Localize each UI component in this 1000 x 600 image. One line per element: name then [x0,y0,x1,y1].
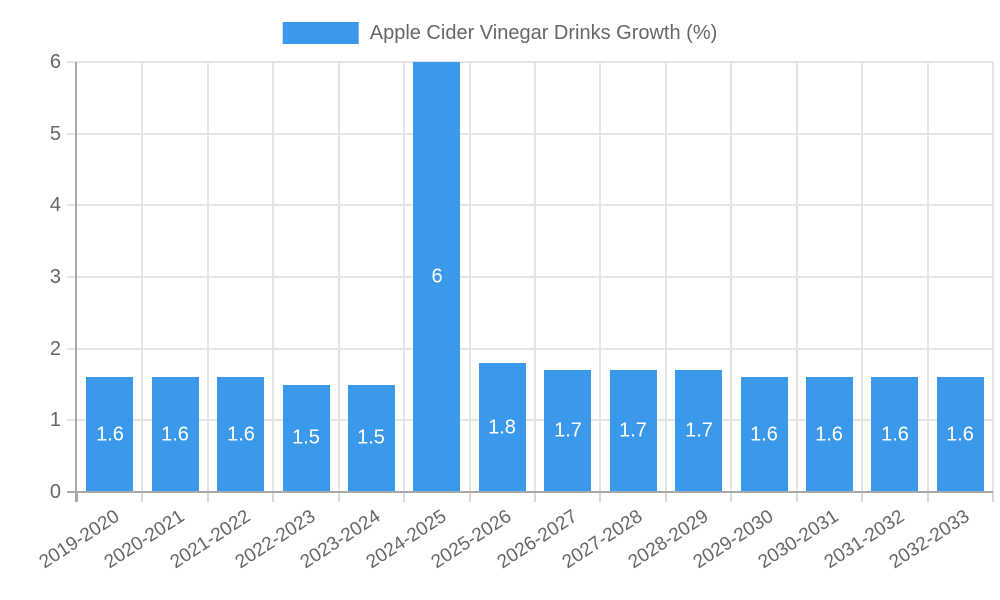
bar [86,377,133,492]
bar [348,385,395,493]
bar-value-label: 1.6 [750,423,778,446]
bar-value-label: 1.5 [357,426,385,449]
x-gridline [272,62,274,492]
x-tick-mark [403,492,405,502]
x-tick-mark [338,492,340,502]
y-tick-label: 6 [49,51,61,73]
bar-value-label: 1.7 [554,419,582,442]
bar-value-label: 1.7 [685,419,713,442]
y-tick-mark [67,133,77,135]
bar [741,377,788,492]
bar [152,377,199,492]
bar-value-label: 1.8 [488,416,516,439]
legend-swatch [282,22,359,44]
bar-value-label: 1.5 [292,426,320,449]
bar-value-label: 1.7 [619,419,647,442]
bar [413,62,460,492]
legend-label: Apple Cider Vinegar Drinks Growth (%) [369,22,718,44]
bar [479,363,526,492]
x-gridline [403,62,405,492]
x-gridline [665,62,667,492]
y-tick-label: 0 [49,481,61,503]
bar-value-label: 1.6 [161,423,189,446]
x-gridline [534,62,536,492]
x-gridline [469,62,471,492]
x-tick-mark [76,492,78,502]
y-tick-mark [67,419,77,421]
y-axis-line [75,62,77,502]
x-gridline [796,62,798,492]
bar-value-label: 1.6 [96,423,124,446]
bar [675,370,722,492]
x-tick-mark [861,492,863,502]
y-tick-mark [67,348,77,350]
x-tick-mark [796,492,798,502]
x-gridline [338,62,340,492]
x-tick-mark [665,492,667,502]
y-tick-label: 3 [49,266,61,288]
y-tick-label: 1 [49,409,61,431]
y-tick-mark [67,61,77,63]
x-gridline [207,62,209,492]
bar [283,385,330,493]
bar [544,370,591,492]
x-gridline [599,62,601,492]
x-tick-mark [992,492,994,502]
x-tick-mark [730,492,732,502]
bar [806,377,853,492]
y-tick-mark [67,204,77,206]
bar [871,377,918,492]
x-axis-line [77,491,993,493]
x-gridline [730,62,732,492]
bar-value-label: 6 [431,265,443,288]
x-gridline [927,62,929,492]
x-tick-mark [469,492,471,502]
bar-value-label: 1.6 [227,423,255,446]
y-tick-mark [67,491,77,493]
bar-value-label: 1.6 [946,423,974,446]
bar-value-label: 1.6 [815,423,843,446]
x-tick-mark [272,492,274,502]
x-tick-mark [207,492,209,502]
x-gridline [992,62,994,492]
x-gridline [861,62,863,492]
chart-legend-item[interactable]: Apple Cider Vinegar Drinks Growth (%) [282,21,718,45]
x-tick-mark [141,492,143,502]
bar [217,377,264,492]
x-tick-mark [599,492,601,502]
bar [937,377,984,492]
bar-value-label: 1.6 [881,423,909,446]
y-tick-mark [67,276,77,278]
y-tick-label: 5 [49,123,61,145]
x-tick-mark [927,492,929,502]
x-tick-mark [534,492,536,502]
bar [610,370,657,492]
y-tick-label: 4 [49,194,61,216]
x-gridline [141,62,143,492]
y-tick-label: 2 [49,338,61,360]
